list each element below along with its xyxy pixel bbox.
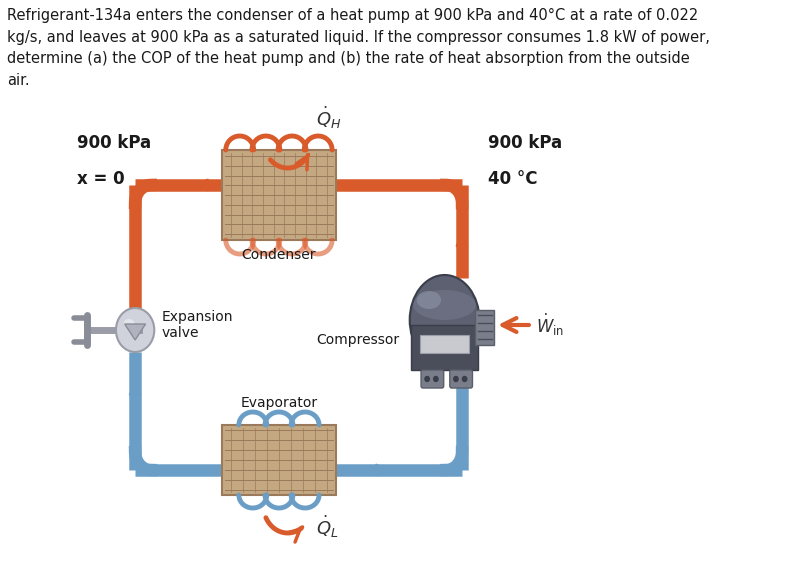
Text: 900 kPa: 900 kPa — [77, 134, 151, 152]
Circle shape — [433, 377, 438, 381]
Text: Condenser: Condenser — [242, 248, 316, 262]
FancyBboxPatch shape — [222, 150, 336, 240]
Circle shape — [425, 377, 429, 381]
FancyBboxPatch shape — [222, 425, 336, 495]
Text: $\dot{Q}_H$: $\dot{Q}_H$ — [316, 105, 341, 131]
Text: Refrigerant-134a enters the condenser of a heat pump at 900 kPa and 40°C at a ra: Refrigerant-134a enters the condenser of… — [7, 8, 710, 88]
FancyBboxPatch shape — [475, 310, 495, 345]
Circle shape — [116, 308, 155, 352]
Text: $\dot{W}_{\mathrm{in}}$: $\dot{W}_{\mathrm{in}}$ — [536, 312, 564, 338]
FancyBboxPatch shape — [421, 370, 444, 388]
Text: 40 °C: 40 °C — [488, 170, 538, 188]
FancyBboxPatch shape — [450, 370, 473, 388]
Text: $\dot{Q}_L$: $\dot{Q}_L$ — [316, 514, 338, 540]
Ellipse shape — [410, 275, 480, 365]
Text: Compressor: Compressor — [316, 333, 400, 347]
Circle shape — [462, 377, 467, 381]
Polygon shape — [125, 324, 145, 340]
FancyBboxPatch shape — [411, 325, 478, 370]
Ellipse shape — [417, 291, 441, 309]
Circle shape — [454, 377, 458, 381]
Ellipse shape — [124, 319, 134, 327]
Text: Expansion
valve: Expansion valve — [161, 310, 233, 340]
Text: x = 0: x = 0 — [77, 170, 124, 188]
FancyBboxPatch shape — [420, 335, 469, 353]
Ellipse shape — [413, 290, 476, 320]
Text: Evaporator: Evaporator — [240, 396, 317, 410]
Text: 900 kPa: 900 kPa — [488, 134, 562, 152]
